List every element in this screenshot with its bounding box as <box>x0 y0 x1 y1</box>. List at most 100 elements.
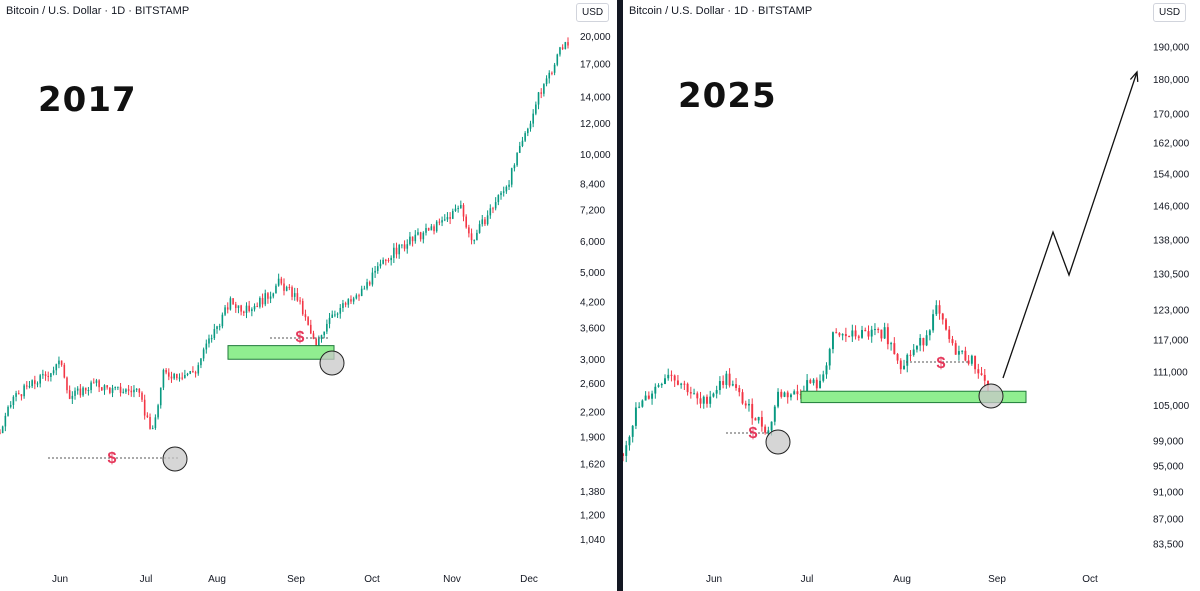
candle-body <box>291 287 293 297</box>
y-tick-label: 138,000 <box>1153 236 1190 247</box>
candle-body <box>948 329 951 340</box>
candle-body <box>9 404 12 407</box>
chart-2017-panel: 20,000 17,000 14,000 12,000 10,000 8,400 7,200… <box>0 3 612 585</box>
chart-2017-header: Bitcoin / U.S. Dollar · 1D · BITSTAMP <box>6 5 190 17</box>
candle-body <box>567 42 569 46</box>
sweep-circle <box>978 383 1004 409</box>
candle-body <box>315 338 317 347</box>
x-tick-label: Oct <box>364 574 380 585</box>
candle-body <box>728 373 731 386</box>
y-tick-label: 95,000 <box>1153 462 1184 473</box>
candle-body <box>135 388 138 390</box>
x-tick-label: Oct <box>1082 574 1098 585</box>
candle-body <box>543 84 545 94</box>
candle-body <box>494 202 497 209</box>
candle-body <box>82 387 84 396</box>
candle-body <box>925 335 928 346</box>
candle-body <box>210 338 213 340</box>
candle-body <box>237 305 240 309</box>
candle-body <box>945 319 947 330</box>
candle-body <box>932 314 935 331</box>
candle-body <box>686 383 689 393</box>
candle-body <box>1 426 4 434</box>
candle-body <box>693 393 696 395</box>
candle-body <box>234 304 237 309</box>
candle-body <box>783 392 786 397</box>
candle-body <box>261 297 264 305</box>
chart-2025-currency-button[interactable]: USD <box>1153 3 1187 22</box>
candle-body <box>741 392 744 404</box>
candle-body <box>15 393 17 397</box>
candle-body <box>709 396 712 404</box>
candle-body <box>786 392 789 398</box>
candle-body <box>401 244 403 246</box>
candle-body <box>312 333 315 339</box>
candle-body <box>883 327 886 339</box>
candle-body <box>880 329 883 339</box>
candle-body <box>248 305 250 312</box>
candle-body <box>194 372 197 374</box>
chart-2025-panel: 190,000 180,000 170,000 162,000 154,000 146,0… <box>623 0 1200 591</box>
candle-body <box>382 259 384 264</box>
candle-body <box>873 329 876 331</box>
candle-body <box>387 259 390 261</box>
y-tick-label: 111,000 <box>1153 367 1188 378</box>
candle-body <box>481 219 484 225</box>
candle-body <box>403 244 406 249</box>
candle-body <box>371 272 374 285</box>
candle-body <box>919 338 922 346</box>
candle-body <box>76 388 79 391</box>
candle-body <box>438 221 441 223</box>
candle-body <box>138 388 141 393</box>
y-tick-label: 6,000 <box>580 237 605 248</box>
candle-body <box>731 384 734 386</box>
candle-body <box>417 232 419 235</box>
candle-body <box>893 343 896 355</box>
candle-body <box>63 364 66 378</box>
candle-body <box>899 360 902 370</box>
candle-body <box>79 388 82 396</box>
candle-body <box>954 343 957 355</box>
candle-body <box>245 305 248 313</box>
candle-body <box>657 385 660 387</box>
candle-body <box>535 104 537 114</box>
candle-body <box>390 257 392 261</box>
candle-body <box>715 390 718 394</box>
candle-body <box>205 343 208 350</box>
panel-divider <box>617 0 623 591</box>
candle-body <box>928 330 931 336</box>
candle-body <box>229 298 232 310</box>
candle-body <box>39 375 41 384</box>
support-zone <box>800 390 1027 404</box>
candle-body <box>28 386 31 388</box>
candle-body <box>162 369 165 388</box>
candle-body <box>406 244 409 249</box>
candle-body <box>524 133 526 141</box>
liquidity-dollar-label: $ <box>108 450 117 467</box>
candle-body <box>74 390 76 396</box>
candle-body <box>457 208 459 210</box>
candle-body <box>17 393 20 395</box>
candle-body <box>508 184 510 187</box>
candle-body <box>47 375 50 377</box>
candle-body <box>71 395 74 399</box>
candle-body <box>151 428 154 430</box>
candle-body <box>277 278 280 286</box>
candle-body <box>122 391 125 393</box>
candle-body <box>983 374 986 381</box>
candle-body <box>841 334 844 336</box>
candle-body <box>473 240 476 242</box>
x-tick-label: Jun <box>706 574 722 585</box>
candle-body <box>127 389 130 391</box>
sweep-circle <box>162 446 188 472</box>
candle-body <box>551 72 553 74</box>
chart-2017-currency-button[interactable]: USD <box>576 3 610 22</box>
chart-2025-header: Bitcoin / U.S. Dollar · 1D · BITSTAMP <box>629 5 813 17</box>
candle-body <box>283 283 285 291</box>
candle-body <box>425 228 427 233</box>
projection-arrowhead <box>1129 70 1139 83</box>
candle-body <box>165 369 167 373</box>
candle-body <box>767 430 770 433</box>
candle-body <box>221 314 224 327</box>
candle-body <box>186 373 189 376</box>
